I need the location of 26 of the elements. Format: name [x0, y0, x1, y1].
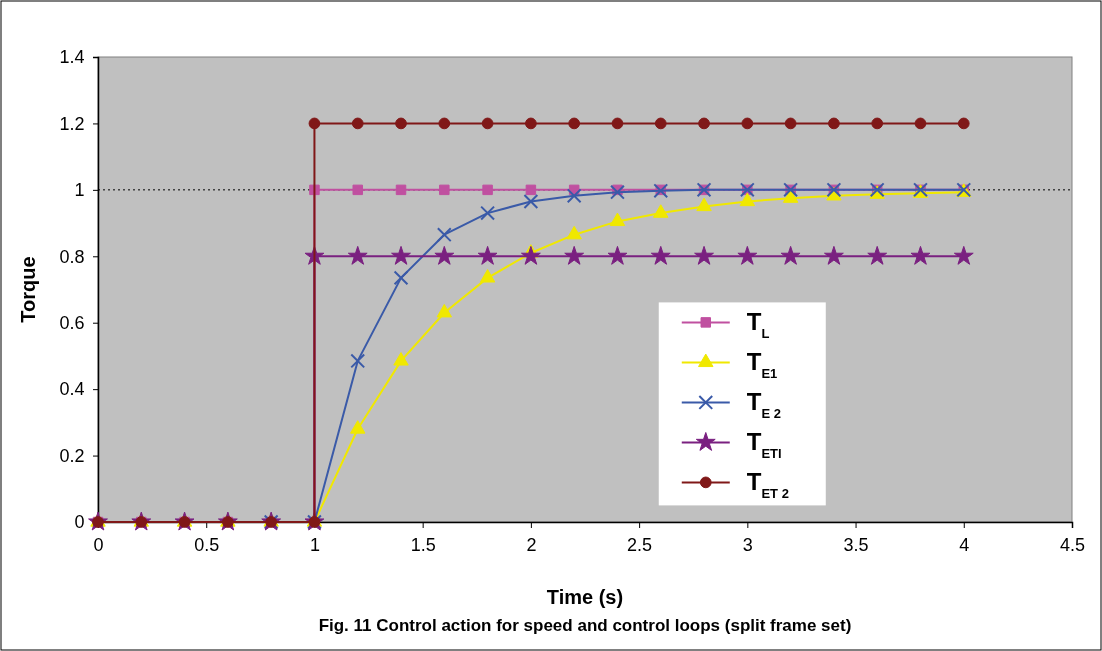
legend-label: T$_{ETl}$	[746, 428, 782, 461]
x-tick-label: 1.5	[410, 534, 436, 555]
x-tick-label: 2.5	[627, 534, 653, 555]
y-tick-label: 0	[74, 512, 85, 533]
x-tick-label: 1	[309, 534, 320, 555]
y-tick-label: 0.6	[59, 312, 85, 333]
y-axis-title: Torque	[17, 256, 39, 323]
legend-label: T$_{L}$	[746, 308, 770, 341]
y-tick-label: 1.2	[59, 113, 85, 134]
y-tick-label: 1	[74, 180, 85, 201]
y-tick-label: 0.4	[59, 379, 85, 400]
text: Fig. 11 Control action for speed and control loops (split frame set)	[318, 616, 852, 635]
x-tick-label: 3	[742, 534, 753, 555]
x-tick-label: 0.5	[194, 534, 220, 555]
y-tick-label: 0.8	[59, 246, 85, 267]
x-tick-label: 3.5	[843, 534, 869, 555]
y-tick-label: 0.2	[59, 445, 85, 466]
x-tick-label: 2	[526, 534, 537, 555]
x-tick-label: 0	[93, 534, 104, 555]
legend-label: T$_{E 2}$	[746, 388, 781, 421]
y-tick-label: 1.4	[59, 47, 85, 68]
legend-label: T$_{E1}$	[746, 348, 778, 381]
x-tick-label: 4.5	[1059, 534, 1086, 555]
legend-label: T$_{ET 2}$	[746, 468, 789, 501]
x-axis-title: Time (s)	[546, 586, 624, 608]
x-tick-label: 4	[959, 534, 970, 555]
